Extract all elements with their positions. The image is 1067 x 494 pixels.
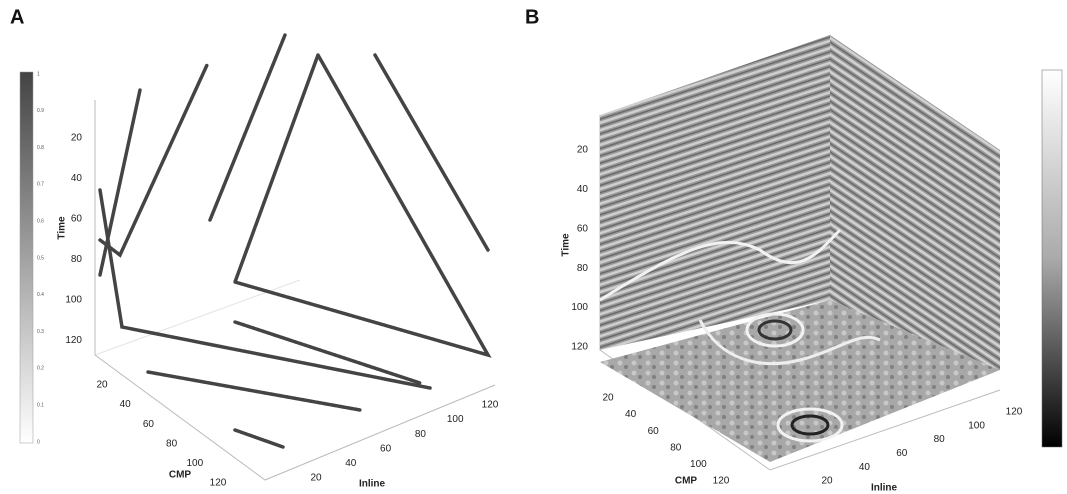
colorbar-tick-label: 1 [37, 71, 40, 77]
inline-tick-label: 80 [415, 429, 427, 440]
time-tick-label: 60 [71, 214, 83, 225]
cmp-tick-label: 80 [166, 438, 178, 449]
axis-title: CMP [169, 470, 192, 481]
inline-tick-label: 20 [310, 473, 322, 484]
time-tick-label: 80 [577, 263, 589, 274]
cmp-tick-label: 120 [713, 476, 730, 487]
colorbar-tick-label: 0.7 [37, 182, 44, 188]
time-tick-label: 20 [577, 145, 589, 156]
colorbar-tick-label: 0.9 [37, 108, 44, 114]
colorbar-tick-label: 0.6 [37, 219, 44, 225]
panel-b: B Time CMP Inline [525, 6, 1063, 494]
colorbar-tick-label: 0 [37, 439, 40, 445]
panel-label: B [525, 6, 539, 28]
inline-tick-label: 120 [482, 400, 499, 411]
inline-tick-label: 120 [1006, 407, 1023, 418]
inline-tick-label: 60 [380, 443, 392, 454]
inline-tick-label: 40 [345, 458, 357, 469]
time-tick-label: 120 [571, 342, 588, 353]
axis-title: Time [561, 233, 572, 257]
colorbar-tick-label: 0.8 [37, 145, 44, 151]
cmp-tick-label: 100 [690, 459, 707, 470]
axis-title: Inline [359, 479, 386, 490]
panel-label: A [10, 6, 24, 28]
time-tick-label: 100 [571, 302, 588, 313]
time-tick-label: 40 [71, 173, 83, 184]
cmp-tick-label: 100 [186, 458, 203, 469]
time-tick-label: 40 [577, 184, 589, 195]
axis-title: Inline [871, 483, 898, 494]
colorbar-tick-label: 0.1 [37, 403, 44, 409]
time-tick-label: 20 [71, 133, 83, 144]
cmp-tick-label: 60 [648, 426, 660, 437]
cmp-tick-label: 40 [625, 409, 637, 420]
time-tick-label: 60 [577, 223, 589, 234]
cmp-tick-label: 40 [120, 399, 132, 410]
fault-lines [98, 33, 492, 449]
cmp-tick-label: 80 [670, 442, 682, 453]
cmp-tick-label: 120 [210, 478, 227, 489]
colorbar-tick-label: 0.2 [37, 366, 44, 372]
colorbar-tick-label: 0.5 [37, 255, 44, 261]
inline-section [600, 35, 830, 350]
inline-tick-label: 80 [934, 434, 946, 445]
cmp-tick-label: 20 [602, 393, 614, 404]
inline-tick-label: 60 [896, 448, 908, 459]
colorbar-tick-label: 0.4 [37, 292, 44, 298]
colorbar [19, 71, 34, 444]
axes-box [94, 100, 496, 481]
inline-tick-label: 20 [821, 476, 833, 487]
panel-a: A Time CMP Inline [10, 6, 496, 490]
time-tick-label: 120 [65, 335, 82, 346]
axis-title: CMP [675, 476, 698, 487]
colorbar-tick-label: 0.3 [37, 329, 44, 335]
cmp-tick-label: 60 [143, 419, 155, 430]
inline-tick-label: 100 [447, 414, 464, 425]
time-tick-label: 80 [71, 254, 83, 265]
colorbar [1041, 69, 1063, 448]
axis-title: Time [57, 216, 68, 240]
cmp-section [830, 35, 1000, 370]
seismic-features [599, 228, 881, 443]
time-slice [600, 300, 1000, 462]
inline-tick-label: 100 [968, 420, 985, 431]
inline-tick-label: 40 [859, 462, 871, 473]
time-tick-label: 100 [65, 295, 82, 306]
cmp-tick-label: 20 [96, 380, 108, 391]
